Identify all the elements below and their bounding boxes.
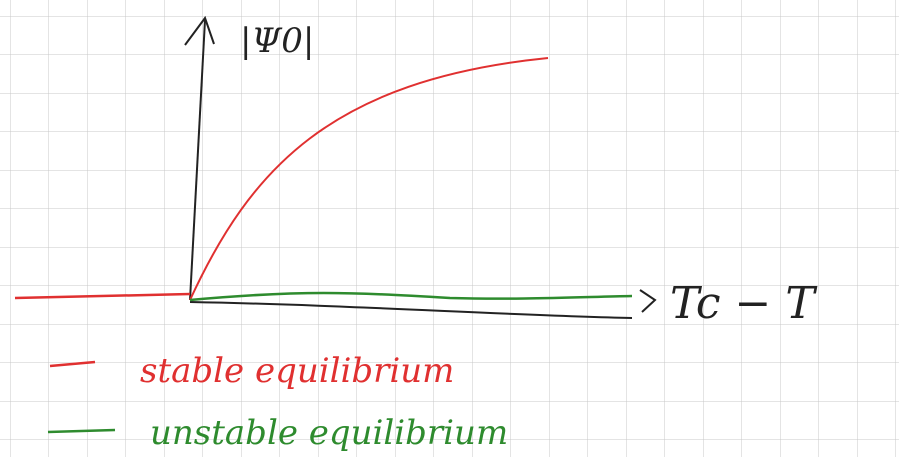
sketch: |Ψ0| Tc − T stable equilibrium unstable … — [0, 0, 899, 457]
legend-label-stable: stable equilibrium — [140, 351, 454, 391]
legend-label-unstable: unstable equilibrium — [150, 413, 508, 453]
x-axis-label: Tc − T — [670, 278, 818, 329]
y-axis-label: |Ψ0| — [240, 21, 314, 61]
